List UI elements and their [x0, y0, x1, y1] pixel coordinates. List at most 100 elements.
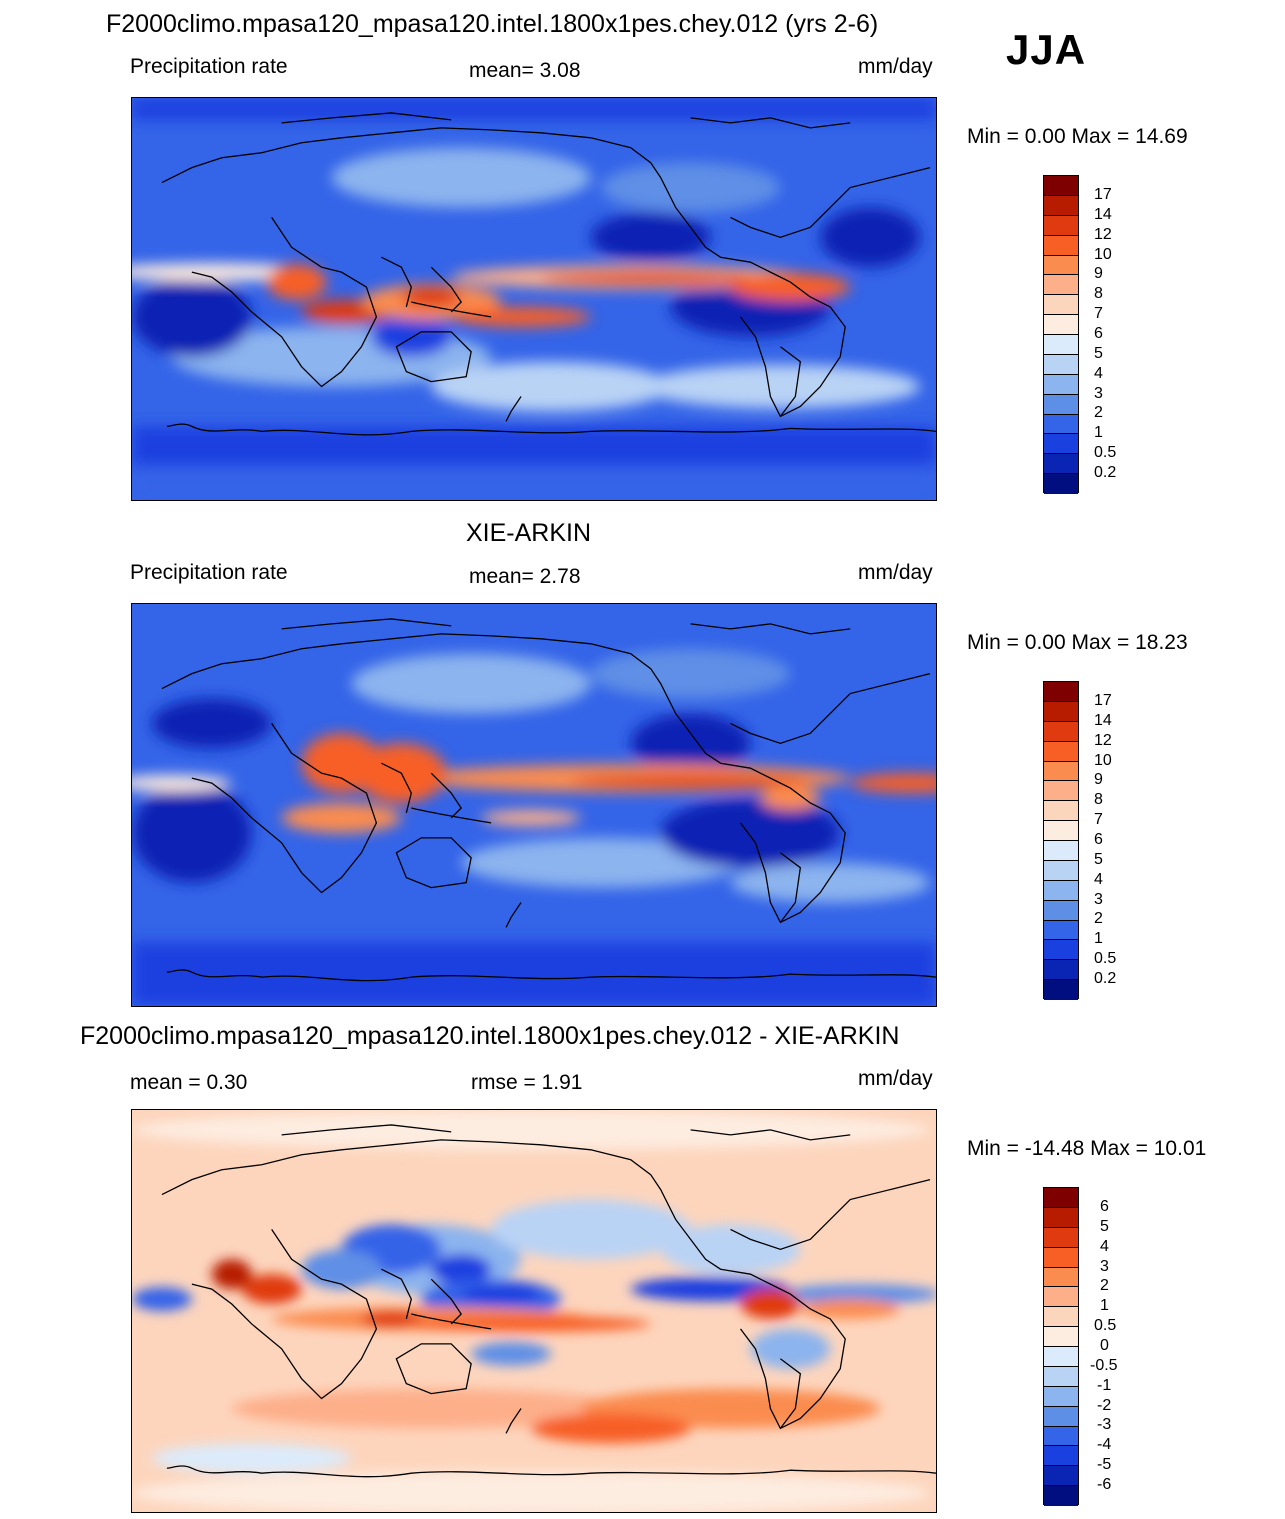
colorbar-tick: -5 — [1097, 1456, 1112, 1473]
minmax-label: Min = -14.48 Max = 10.01 — [967, 1137, 1207, 1160]
colorbar-cell — [1044, 235, 1078, 256]
colorbar-cell — [1044, 960, 1078, 981]
colorbar-tick: 8 — [1094, 285, 1103, 302]
colorbar-cell — [1044, 721, 1078, 742]
colorbar-cell — [1044, 474, 1078, 494]
colorbar-cell — [1044, 1188, 1078, 1208]
colorbar-cell — [1044, 880, 1078, 901]
panel-title: XIE-ARKIN — [466, 519, 592, 547]
colorbar-cell — [1044, 1287, 1078, 1308]
colorbar-tick: 5 — [1100, 1218, 1109, 1235]
colorbar-tick: 4 — [1094, 365, 1103, 382]
colorbar-cell — [1044, 315, 1078, 335]
colorbar-tick: 10 — [1094, 246, 1112, 263]
colorbar-tick: 3 — [1094, 385, 1103, 402]
colorbar-cell — [1044, 1227, 1078, 1248]
season-label: JJA — [1006, 26, 1087, 73]
minmax-label: Min = 0.00 Max = 18.23 — [967, 631, 1188, 654]
colorbar-cell — [1044, 1207, 1078, 1228]
colorbar-cell — [1044, 1466, 1078, 1487]
colorbar-cell — [1044, 1426, 1078, 1447]
colorbar-tick: 7 — [1094, 811, 1103, 828]
precip-map — [131, 603, 937, 1007]
map-canvas — [132, 604, 936, 1006]
map-canvas — [132, 98, 936, 500]
colorbar-cell — [1044, 781, 1078, 802]
colorbar-tick: 6 — [1094, 831, 1103, 848]
colorbar-cell — [1044, 335, 1078, 355]
colorbar-tick: 8 — [1094, 791, 1103, 808]
coastline-outlines — [161, 618, 936, 982]
mean-label: mean = 0.30 — [130, 1071, 248, 1094]
colorbar-cell — [1044, 195, 1078, 216]
units-label: mm/day — [858, 55, 933, 78]
precip-map — [131, 97, 937, 501]
colorbar-cell — [1044, 801, 1078, 822]
mean-label: mean= 3.08 — [469, 59, 581, 82]
colorbar-cell — [1044, 1446, 1078, 1467]
colorbar-cell — [1044, 1327, 1078, 1347]
colorbar-tick: -4 — [1097, 1436, 1112, 1453]
colorbar-cell — [1044, 821, 1078, 841]
colorbar-tick: 1 — [1100, 1297, 1109, 1314]
mean-label: mean= 2.78 — [469, 565, 581, 588]
variable-label: Precipitation rate — [130, 55, 288, 78]
units-label: mm/day — [858, 1067, 933, 1090]
colorbar-cell — [1044, 701, 1078, 722]
colorbar-cell — [1044, 1267, 1078, 1288]
units-label: mm/day — [858, 561, 933, 584]
colorbar-cell — [1044, 255, 1078, 276]
colorbar-tick: 3 — [1094, 891, 1103, 908]
colorbar-tick: -6 — [1097, 1476, 1112, 1493]
colorbar-cell — [1044, 295, 1078, 316]
colorbar-tick: 5 — [1094, 851, 1103, 868]
colorbar-cell — [1044, 682, 1078, 702]
colorbar-tick: 17 — [1094, 186, 1112, 203]
colorbar — [1043, 1187, 1079, 1506]
colorbar-cell — [1044, 374, 1078, 395]
colorbar-cell — [1044, 275, 1078, 296]
colorbar-cell — [1044, 841, 1078, 861]
colorbar-tick: 3 — [1100, 1258, 1109, 1275]
colorbar-cell — [1044, 1247, 1078, 1268]
coastline-outlines — [161, 1124, 936, 1478]
colorbar-tick: 6 — [1100, 1198, 1109, 1215]
map-canvas — [132, 1110, 936, 1512]
colorbar-tick: 0.5 — [1094, 444, 1117, 461]
colorbar-tick: 10 — [1094, 752, 1112, 769]
colorbar-tick: 4 — [1100, 1238, 1109, 1255]
colorbar-tick: -2 — [1097, 1397, 1112, 1414]
colorbar-tick: 1 — [1094, 424, 1103, 441]
colorbar-tick: 9 — [1094, 265, 1103, 282]
colorbar-cell — [1044, 394, 1078, 415]
colorbar-tick: 5 — [1094, 345, 1103, 362]
panel-title: F2000climo.mpasa120_mpasa120.intel.1800x… — [80, 1022, 900, 1050]
colorbar-cell — [1044, 920, 1078, 941]
colorbar-cell — [1044, 940, 1078, 961]
colorbar-cell — [1044, 1406, 1078, 1427]
colorbar-cell — [1044, 434, 1078, 455]
colorbar-cell — [1044, 761, 1078, 782]
colorbar-tick: 2 — [1100, 1277, 1109, 1294]
colorbar-tick: 14 — [1094, 206, 1112, 223]
minmax-label: Min = 0.00 Max = 14.69 — [967, 125, 1188, 148]
colorbar — [1043, 681, 1079, 1000]
colorbar-cell — [1044, 1347, 1078, 1367]
colorbar-tick: 4 — [1094, 871, 1103, 888]
colorbar-cell — [1044, 860, 1078, 881]
colorbar-cell — [1044, 454, 1078, 475]
colorbar-tick: 12 — [1094, 732, 1112, 749]
colorbar-tick: 14 — [1094, 712, 1112, 729]
colorbar-tick: 0.5 — [1094, 950, 1117, 967]
colorbar-cell — [1044, 215, 1078, 236]
panel-title: F2000climo.mpasa120_mpasa120.intel.1800x… — [106, 10, 879, 38]
colorbar-tick: -3 — [1097, 1416, 1112, 1433]
colorbar-cell — [1044, 1307, 1078, 1328]
colorbar-tick: -1 — [1097, 1377, 1112, 1394]
colorbar-cell — [1044, 741, 1078, 762]
colorbar-tick: 0.2 — [1094, 970, 1117, 987]
colorbar-cell — [1044, 1366, 1078, 1387]
colorbar-tick: 0.2 — [1094, 464, 1117, 481]
colorbar-cell — [1044, 176, 1078, 196]
colorbar-cell — [1044, 1486, 1078, 1506]
